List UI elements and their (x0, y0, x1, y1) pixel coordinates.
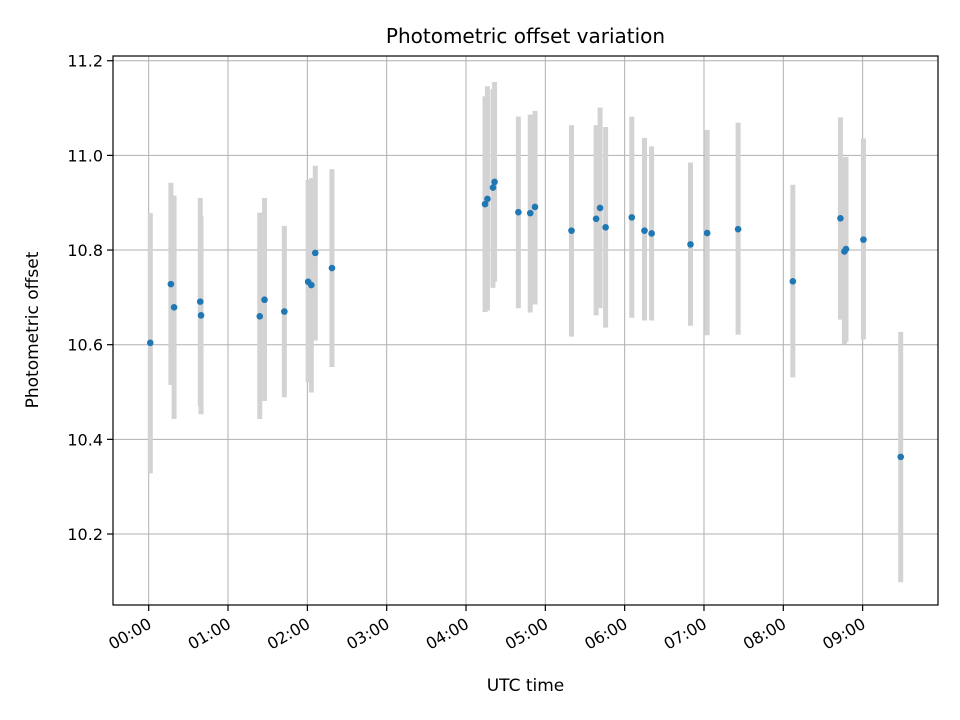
data-point (526, 209, 534, 217)
y-tick-label: 10.6 (67, 336, 103, 355)
y-tick-label: 11.0 (67, 146, 103, 165)
data-point (641, 227, 648, 234)
data-point (568, 227, 575, 234)
x-axis-label: UTC time (487, 676, 565, 696)
data-point (167, 280, 175, 288)
data-point (789, 277, 797, 285)
y-tick-label: 10.8 (67, 241, 103, 260)
data-point (531, 203, 539, 211)
data-point (860, 236, 867, 243)
data-point (837, 215, 844, 222)
data-point (481, 200, 489, 208)
data-point (842, 245, 850, 253)
data-point (734, 225, 742, 233)
data-point (592, 215, 600, 223)
chart-title: Photometric offset variation (386, 24, 665, 48)
data-point (897, 453, 905, 461)
data-point (308, 281, 315, 289)
y-axis-label: Photometric offset (23, 251, 43, 408)
data-point (281, 308, 288, 315)
data-point (256, 313, 264, 320)
y-tick-label: 10.2 (67, 525, 103, 544)
data-point (170, 304, 178, 311)
y-tick-label: 10.4 (67, 430, 103, 449)
data-point (197, 312, 205, 319)
data-point (489, 184, 497, 191)
data-point (261, 296, 268, 304)
data-point (484, 195, 491, 203)
data-point (628, 214, 636, 221)
data-point (703, 229, 711, 237)
y-axis-ticks: 10.2 10.4 10.6 10.8 11.0 11.2 (67, 52, 113, 544)
data-point (196, 298, 204, 305)
y-tick-label: 11.2 (67, 52, 103, 71)
plot-area (113, 56, 938, 605)
data-points (146, 178, 905, 461)
data-point (515, 208, 522, 216)
data-point (328, 264, 336, 272)
data-point (311, 249, 319, 257)
data-point (648, 230, 655, 237)
data-point (602, 224, 609, 231)
data-point (596, 204, 604, 212)
data-point (687, 241, 694, 248)
data-point (491, 178, 498, 186)
plot-frame (112, 55, 939, 606)
data-point (146, 339, 154, 347)
